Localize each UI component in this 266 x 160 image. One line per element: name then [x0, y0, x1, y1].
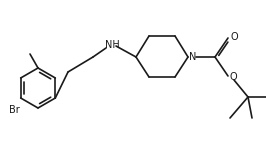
Text: NH: NH — [105, 40, 119, 50]
Text: Br: Br — [9, 105, 19, 115]
Text: O: O — [229, 72, 237, 82]
Text: N: N — [189, 52, 197, 62]
Text: O: O — [230, 32, 238, 42]
